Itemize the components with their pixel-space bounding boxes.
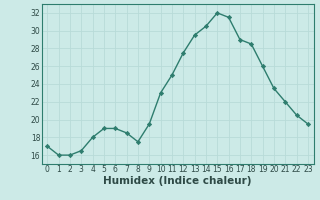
X-axis label: Humidex (Indice chaleur): Humidex (Indice chaleur) bbox=[103, 176, 252, 186]
